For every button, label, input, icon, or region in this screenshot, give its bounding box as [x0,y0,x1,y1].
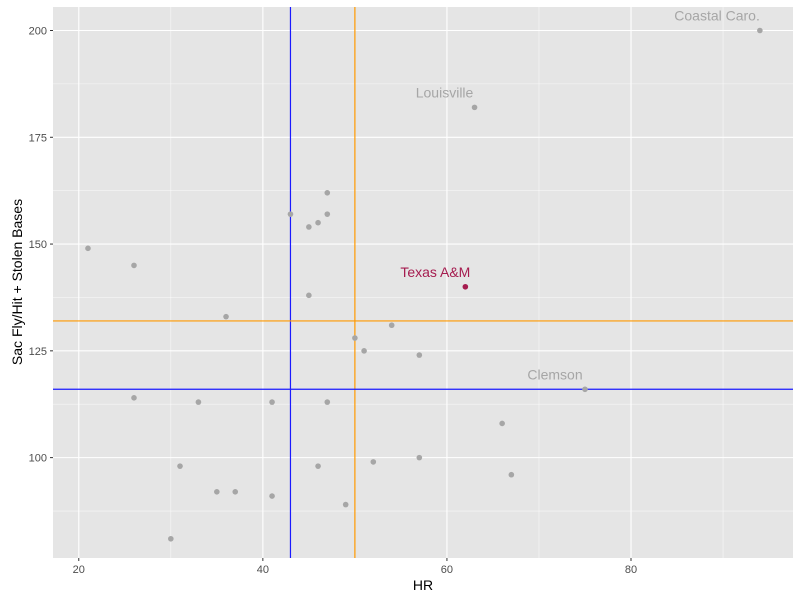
point-label: Texas A&M [400,264,470,280]
data-point [223,313,229,320]
data-point [582,386,588,393]
x-axis-ticks: 20 40 60 80 [73,558,637,576]
data-point [195,399,202,405]
data-point [177,463,183,469]
data-point [471,104,478,111]
point-labels: Coastal Caro. Louisville Texas A&M Clemson [400,7,760,382]
data-point [232,488,239,495]
reference-lines [53,7,793,558]
point-label: Louisville [416,84,474,100]
y-tick-label: 100 [29,453,47,465]
data-point [315,463,321,469]
x-tick-label: 40 [257,564,269,576]
y-tick-label: 175 [29,132,47,144]
y-tick-label: 200 [29,25,47,37]
data-point [269,399,275,405]
y-axis-ticks: 100 125 150 175 200 [29,25,53,465]
y-axis-title: Sac Fly/Hit + Stolen Bases [9,199,25,365]
data-point [168,535,174,542]
data-point [352,335,358,341]
data-point [306,292,312,299]
data-points [85,27,763,542]
data-point [324,211,331,217]
data-point [315,219,321,226]
data-point [324,190,331,196]
data-point [269,493,275,499]
data-point [287,211,294,217]
plot-panel [53,7,793,558]
highlighted-data-point [462,283,469,290]
data-point [361,348,367,354]
y-tick-label: 150 [29,239,47,251]
data-point [214,488,220,495]
x-tick-label: 20 [73,564,85,576]
data-point [324,399,331,405]
y-tick-label: 125 [29,346,47,358]
data-point [416,352,423,358]
data-point [131,262,137,269]
data-point [131,395,137,401]
data-point [499,420,505,427]
data-point [388,322,395,329]
data-point [416,454,423,461]
data-point [757,27,763,34]
data-point [370,459,377,465]
point-label: Clemson [527,366,582,382]
point-label: Coastal Caro. [674,7,760,23]
x-axis-title: HR [413,577,433,593]
data-point [85,245,91,252]
major-gridlines [53,7,793,558]
data-point [508,471,515,478]
data-point [306,224,312,230]
x-tick-label: 80 [625,564,637,576]
x-tick-label: 60 [441,564,453,576]
data-point [342,501,349,508]
